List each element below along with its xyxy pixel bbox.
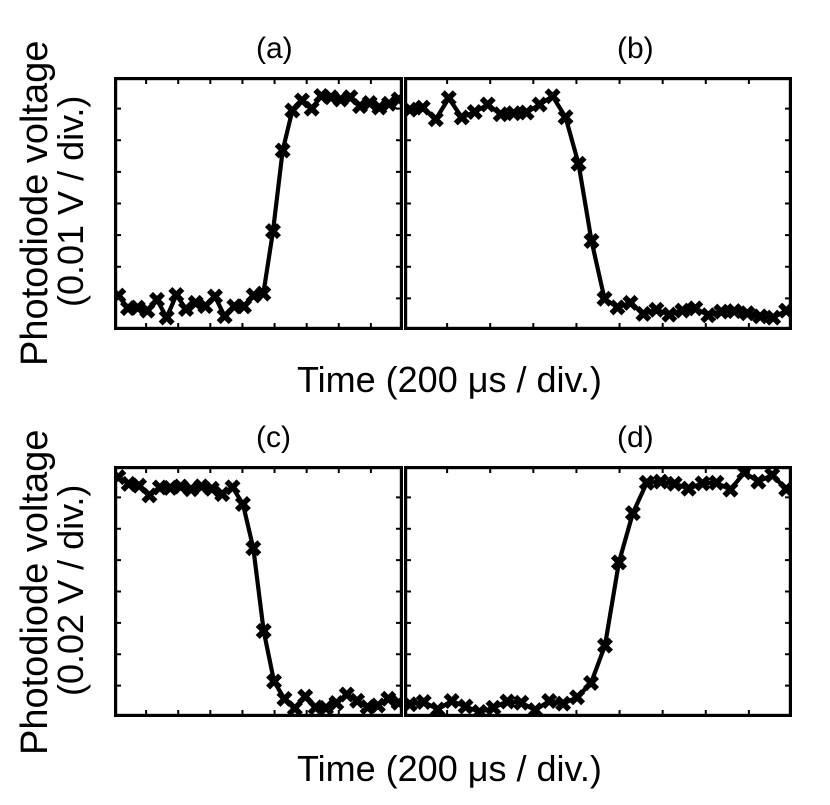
svg-text:Time (200 μs / div.): Time (200 μs / div.): [297, 359, 602, 400]
svg-text:(a): (a): [256, 32, 293, 65]
svg-text:Time (200 μs / div.): Time (200 μs / div.): [297, 748, 602, 789]
svg-text:(c): (c): [256, 421, 291, 454]
svg-text:(b): (b): [617, 32, 654, 65]
svg-text:(0.01 V / div.): (0.01 V / div.): [50, 96, 91, 307]
svg-text:(d): (d): [617, 421, 654, 454]
svg-text:(0.02 V / div.): (0.02 V / div.): [50, 485, 91, 696]
